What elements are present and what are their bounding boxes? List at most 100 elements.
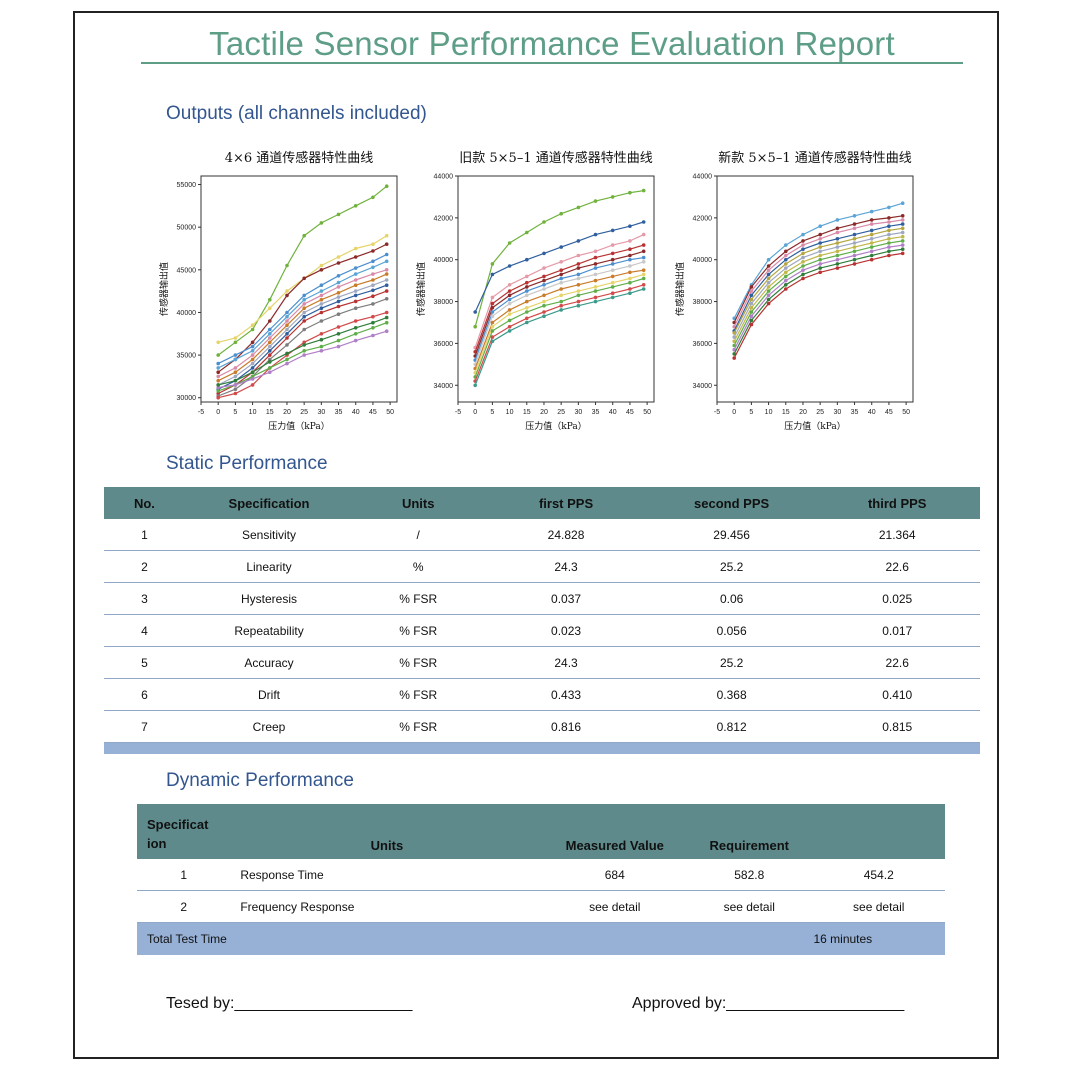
row-third-pps: 22.6 bbox=[814, 550, 980, 583]
row-spec: Repeatability bbox=[184, 614, 354, 647]
data-point bbox=[887, 249, 891, 254]
data-point bbox=[801, 232, 805, 237]
data-point bbox=[835, 237, 840, 241]
data-point bbox=[250, 377, 255, 381]
data-point bbox=[490, 301, 495, 306]
data-point bbox=[641, 260, 646, 264]
table-row: 2 Frequency Response see detail see deta… bbox=[137, 890, 945, 923]
data-point bbox=[507, 312, 512, 316]
data-point bbox=[801, 272, 805, 277]
data-point bbox=[784, 287, 788, 291]
data-point bbox=[384, 252, 389, 257]
approved-by-signature: Approved by:____________________ bbox=[632, 995, 905, 1012]
data-point bbox=[353, 289, 358, 293]
data-point bbox=[852, 262, 857, 266]
data-point bbox=[784, 249, 788, 254]
data-point bbox=[818, 232, 822, 237]
x-tick-label: 35 bbox=[335, 409, 343, 416]
data-point bbox=[852, 249, 857, 254]
data-point bbox=[801, 239, 805, 243]
data-point bbox=[250, 349, 255, 353]
data-point bbox=[371, 294, 375, 298]
data-point bbox=[216, 353, 220, 357]
data-point bbox=[250, 366, 255, 370]
data-point bbox=[250, 344, 255, 349]
y-tick-label: 45000 bbox=[177, 267, 197, 274]
row-third-pps: 22.6 bbox=[814, 646, 980, 679]
data-point bbox=[525, 285, 529, 289]
data-point bbox=[593, 266, 598, 270]
data-point bbox=[319, 349, 324, 353]
data-point bbox=[268, 297, 272, 302]
data-point bbox=[835, 266, 840, 270]
data-point bbox=[852, 237, 857, 241]
data-point bbox=[507, 324, 512, 329]
data-point bbox=[732, 331, 736, 335]
data-point bbox=[818, 241, 822, 245]
data-point bbox=[610, 243, 615, 247]
data-point bbox=[216, 383, 220, 387]
row-third-pps: 21.364 bbox=[814, 519, 980, 551]
data-point bbox=[353, 332, 358, 336]
data-point bbox=[852, 226, 857, 231]
row-spec: Accuracy bbox=[184, 646, 354, 679]
x-tick-label: 45 bbox=[626, 409, 634, 416]
data-point bbox=[900, 214, 905, 218]
report-page: Tactile Sensor Performance Evaluation Re… bbox=[73, 11, 999, 1059]
data-point bbox=[887, 232, 891, 237]
data-point bbox=[869, 245, 874, 249]
x-tick-label: -5 bbox=[455, 409, 461, 416]
title-underline bbox=[141, 62, 963, 64]
data-point bbox=[900, 234, 905, 239]
data-point bbox=[319, 221, 324, 225]
plot-frame bbox=[457, 175, 655, 403]
table-row: 1 Sensitivity/24.828 29.456 21.364 bbox=[104, 519, 980, 551]
data-point bbox=[542, 287, 546, 291]
data-point bbox=[250, 340, 255, 345]
x-tick-label: 20 bbox=[540, 409, 548, 416]
data-point bbox=[285, 351, 289, 356]
chart-4x6: 4×6 通道传感器特性曲线 -5 0 5 10 15 20 25 30 35 40 45 50 30000… bbox=[155, 148, 415, 443]
data-point bbox=[835, 230, 840, 235]
data-point bbox=[784, 278, 788, 283]
data-point bbox=[576, 276, 581, 281]
data-point bbox=[869, 249, 874, 254]
data-point bbox=[268, 349, 272, 353]
data-point bbox=[628, 276, 632, 281]
data-point bbox=[835, 245, 840, 249]
data-point bbox=[490, 310, 495, 314]
data-point bbox=[490, 272, 495, 277]
y-tick-label: 42000 bbox=[434, 215, 454, 222]
x-tick-label: 5 bbox=[749, 409, 753, 416]
data-point bbox=[525, 274, 529, 279]
data-point bbox=[233, 340, 238, 345]
data-point bbox=[628, 253, 632, 258]
data-point bbox=[869, 222, 874, 226]
data-point bbox=[384, 233, 389, 238]
data-point bbox=[628, 224, 632, 228]
data-point bbox=[285, 336, 289, 340]
row-measured: see detail bbox=[543, 890, 687, 923]
data-point bbox=[542, 220, 546, 224]
data-point bbox=[593, 232, 598, 237]
y-tick-label: 42000 bbox=[693, 215, 713, 222]
y-tick-label: 36000 bbox=[693, 341, 713, 348]
data-point bbox=[641, 255, 646, 260]
row-number: 1 bbox=[104, 519, 185, 551]
data-point bbox=[542, 310, 546, 314]
row-units: % bbox=[353, 550, 484, 583]
data-point bbox=[732, 316, 736, 321]
data-point bbox=[852, 232, 857, 237]
data-point bbox=[818, 249, 822, 254]
data-point bbox=[559, 280, 563, 285]
y-tick-label: 34000 bbox=[434, 383, 454, 390]
data-point bbox=[801, 243, 805, 247]
data-point bbox=[353, 266, 358, 270]
row-second-pps: 29.456 bbox=[648, 519, 815, 551]
chart-new-5x5: 新款 5×5–1 通道传感器特性曲线 -5 0 5 10 15 20 25 30 35 40 45 50… bbox=[671, 148, 931, 443]
col-first-pps: first PPS bbox=[483, 487, 649, 519]
data-point bbox=[268, 357, 272, 362]
data-point bbox=[233, 357, 238, 362]
col-extra bbox=[812, 804, 945, 859]
data-point bbox=[384, 283, 389, 287]
